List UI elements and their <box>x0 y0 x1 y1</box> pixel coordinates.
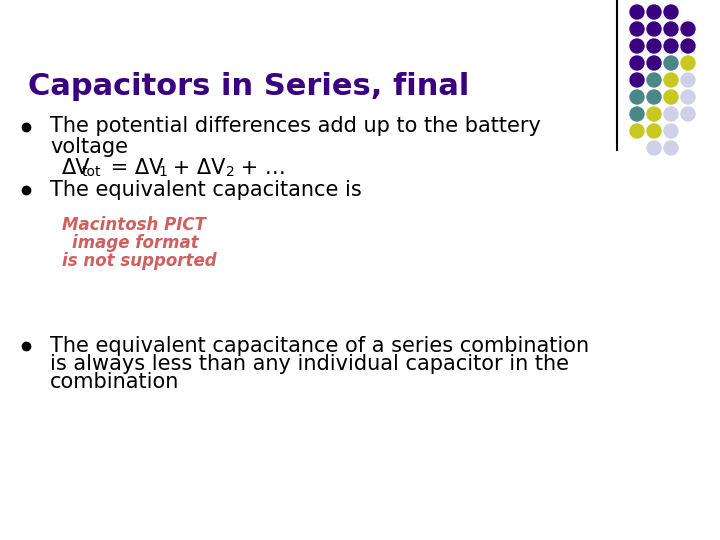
Circle shape <box>647 90 661 104</box>
Text: 1: 1 <box>158 165 167 179</box>
Circle shape <box>681 39 695 53</box>
Text: is not supported: is not supported <box>62 252 217 270</box>
Circle shape <box>664 141 678 155</box>
Circle shape <box>664 39 678 53</box>
Text: + ΔV: + ΔV <box>166 158 225 178</box>
Text: = ΔV: = ΔV <box>104 158 163 178</box>
Circle shape <box>630 107 644 121</box>
Text: is always less than any individual capacitor in the: is always less than any individual capac… <box>50 354 569 374</box>
Text: voltage: voltage <box>50 137 128 157</box>
Circle shape <box>664 107 678 121</box>
Text: The potential differences add up to the battery: The potential differences add up to the … <box>50 116 541 136</box>
Circle shape <box>630 56 644 70</box>
Circle shape <box>630 124 644 138</box>
Text: tot: tot <box>82 165 102 179</box>
Circle shape <box>630 90 644 104</box>
Circle shape <box>681 73 695 87</box>
Text: 2: 2 <box>226 165 235 179</box>
Circle shape <box>664 56 678 70</box>
Text: ΔV: ΔV <box>62 158 91 178</box>
Circle shape <box>647 124 661 138</box>
Text: + …: + … <box>234 158 286 178</box>
Circle shape <box>681 22 695 36</box>
Text: The equivalent capacitance is: The equivalent capacitance is <box>50 180 361 200</box>
Circle shape <box>647 22 661 36</box>
Text: Capacitors in Series, final: Capacitors in Series, final <box>28 72 469 101</box>
Circle shape <box>681 90 695 104</box>
Circle shape <box>664 124 678 138</box>
Circle shape <box>630 5 644 19</box>
Circle shape <box>647 5 661 19</box>
Circle shape <box>647 39 661 53</box>
Text: Macintosh PICT: Macintosh PICT <box>62 216 206 234</box>
Circle shape <box>647 107 661 121</box>
Circle shape <box>647 56 661 70</box>
Circle shape <box>664 22 678 36</box>
Circle shape <box>647 141 661 155</box>
Circle shape <box>630 73 644 87</box>
Circle shape <box>664 73 678 87</box>
Circle shape <box>647 73 661 87</box>
Circle shape <box>681 56 695 70</box>
Text: image format: image format <box>72 234 199 252</box>
Circle shape <box>630 39 644 53</box>
Text: The equivalent capacitance of a series combination: The equivalent capacitance of a series c… <box>50 336 589 356</box>
Circle shape <box>630 22 644 36</box>
Circle shape <box>681 107 695 121</box>
Circle shape <box>664 5 678 19</box>
Circle shape <box>664 90 678 104</box>
Text: combination: combination <box>50 372 179 392</box>
